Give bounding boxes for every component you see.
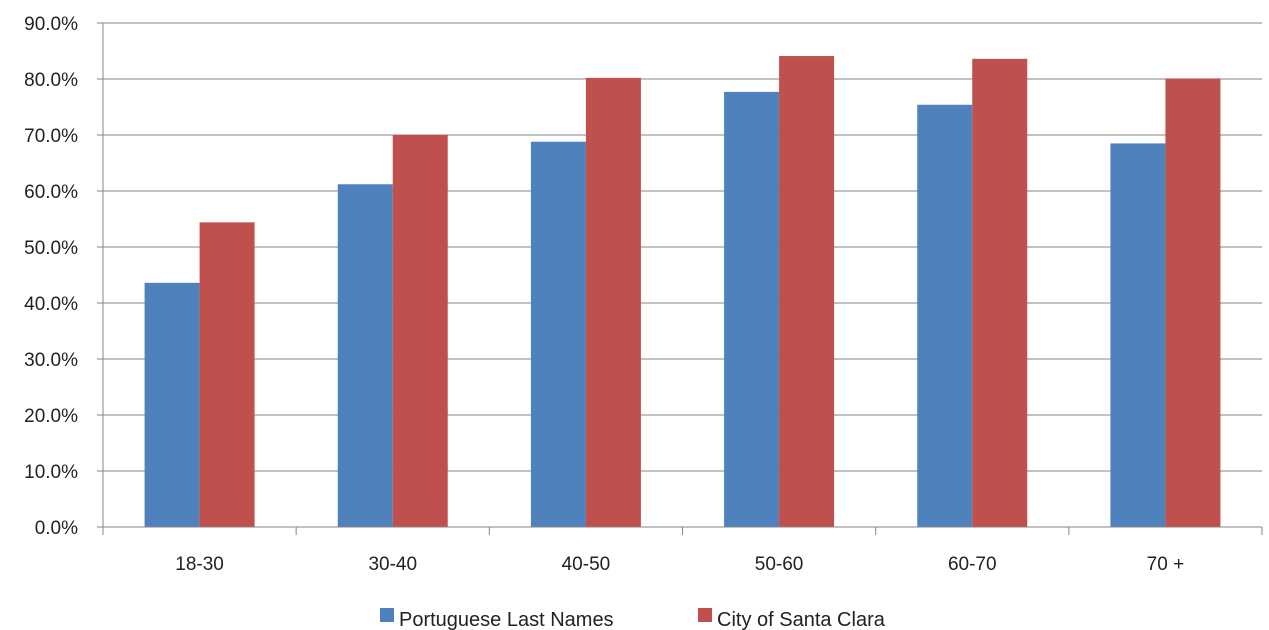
legend-swatch: [698, 608, 712, 622]
y-tick-label: 30.0%: [24, 350, 78, 371]
y-tick-label: 50.0%: [24, 238, 78, 259]
x-tick-label: 60-70: [948, 554, 997, 575]
legend: Portuguese Last Names City of Santa Clara: [380, 608, 886, 630]
x-axis-tick-labels: 18-30 30-40 40-50 50-60 60-70 70 +: [175, 554, 1184, 575]
x-tick-label: 40-50: [562, 554, 611, 575]
y-tick-label: 10.0%: [24, 462, 78, 483]
bar-portuguese-last-names: [144, 282, 200, 527]
x-tick-label: 18-30: [175, 554, 224, 575]
legend-label: City of Santa Clara: [717, 609, 886, 630]
y-tick-label: 0.0%: [35, 518, 78, 539]
bar-city-of-santa-clara: [972, 58, 1028, 528]
bar-city-of-santa-clara: [585, 77, 641, 527]
bars: [144, 56, 1221, 528]
y-tick-label: 70.0%: [24, 126, 78, 147]
bar-city-of-santa-clara: [779, 56, 835, 527]
y-tick-label: 20.0%: [24, 406, 78, 427]
bar-city-of-santa-clara: [199, 222, 255, 528]
y-axis-tick-labels: 0.0% 10.0% 20.0% 30.0% 40.0% 50.0% 60.0% 70.0% 8…: [24, 14, 78, 539]
y-tick-label: 90.0%: [24, 14, 78, 35]
bar-city-of-santa-clara: [392, 135, 448, 527]
y-tick-label: 60.0%: [24, 182, 78, 203]
bar-portuguese-last-names: [530, 141, 586, 527]
bar-portuguese-last-names: [337, 184, 393, 527]
bar-city-of-santa-clara: [1165, 78, 1221, 527]
bar-portuguese-last-names: [724, 91, 780, 527]
x-tick-label: 30-40: [368, 554, 417, 575]
y-tick-label: 40.0%: [24, 294, 78, 315]
legend-label: Portuguese Last Names: [399, 609, 614, 630]
gridlines: [103, 22, 1262, 472]
bar-portuguese-last-names: [1110, 143, 1166, 527]
axes: [97, 22, 1263, 535]
x-tick-label: 70 +: [1147, 554, 1185, 575]
x-tick-label: 50-60: [755, 554, 804, 575]
bar-portuguese-last-names: [917, 104, 973, 527]
y-tick-label: 80.0%: [24, 70, 78, 91]
legend-swatch: [380, 608, 394, 622]
